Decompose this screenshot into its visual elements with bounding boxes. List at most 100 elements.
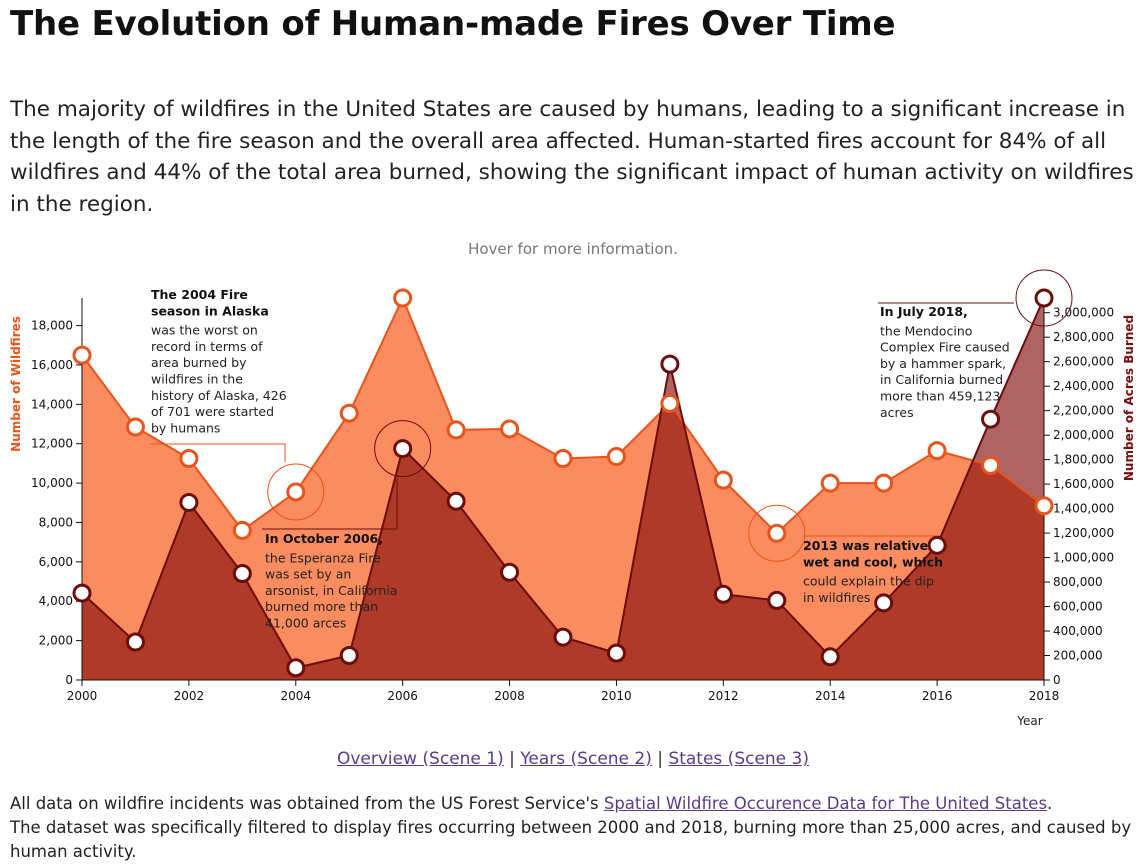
chart-axes: 2000 2002 2004 2006 2008 2010 2012 2014 2016 2018…: [9, 298, 1136, 728]
annotation-ring: [748, 504, 806, 562]
fires-point[interactable]: [72, 345, 92, 365]
footer-text: The dataset was specifically filtered to…: [10, 818, 1132, 861]
right-tick-label: 1,400,000: [1053, 502, 1114, 516]
annotation-connector: [262, 479, 398, 530]
chart-points: [72, 288, 1054, 678]
left-tick-label: 10,000: [31, 476, 73, 490]
annotation-text: in California burned: [880, 372, 1003, 387]
acres-point[interactable]: [1034, 288, 1054, 308]
fires-point[interactable]: [393, 288, 413, 308]
fires-point[interactable]: [232, 520, 252, 540]
acres-point[interactable]: [72, 583, 92, 603]
scene-nav: Overview (Scene 1) | Years (Scene 2) | S…: [0, 749, 1146, 769]
page-title: The Evolution of Human-made Fires Over T…: [10, 4, 896, 44]
annotation-connector: [150, 443, 286, 462]
nav-link-overview[interactable]: Overview (Scene 1): [336, 749, 504, 769]
acres-point[interactable]: [767, 590, 787, 610]
right-tick-label: 2,600,000: [1053, 355, 1114, 369]
left-tick-label: 12,000: [31, 437, 73, 451]
annotation-text: could explain the dip: [803, 574, 934, 589]
acres-point[interactable]: [393, 439, 413, 459]
right-tick-label: 200,000: [1053, 649, 1103, 663]
acres-point[interactable]: [981, 409, 1001, 429]
annotation-text: was set by an: [265, 567, 351, 582]
right-tick-label: 2,000,000: [1053, 428, 1114, 442]
acres-point[interactable]: [446, 491, 466, 511]
nav-link-years[interactable]: Years (Scene 2): [520, 749, 652, 769]
left-axis-title: Number of Wildfires: [9, 316, 23, 452]
x-tick-label: 2012: [708, 689, 739, 703]
annotation-text: 41,000 arces: [265, 616, 346, 631]
acres-point[interactable]: [713, 584, 733, 604]
fires-point[interactable]: [500, 419, 520, 439]
x-tick-label: 2018: [1029, 689, 1060, 703]
annotation-text: wildfires in the: [151, 372, 243, 387]
right-axis-title: Number of Acres Burned: [1122, 315, 1136, 481]
acres-point[interactable]: [179, 492, 199, 512]
acres-point[interactable]: [286, 658, 306, 678]
annotation-text: Complex Fire caused: [880, 340, 1010, 355]
fires-point[interactable]: [767, 523, 787, 543]
acres-point[interactable]: [500, 562, 520, 582]
fires-point[interactable]: [927, 441, 947, 461]
fires-point[interactable]: [874, 473, 894, 493]
fires-point[interactable]: [713, 470, 733, 490]
x-axis-title: Year: [1016, 714, 1042, 728]
wildfire-chart[interactable]: 2000 2002 2004 2006 2008 2010 2012 2014 2016 2018…: [0, 0, 1146, 745]
x-tick-label: 2010: [601, 689, 632, 703]
fires-point[interactable]: [446, 420, 466, 440]
right-tick-label: 2,400,000: [1053, 379, 1114, 393]
fires-point[interactable]: [660, 393, 680, 413]
acres-point[interactable]: [232, 563, 252, 583]
annotation-text: more than 459,123: [880, 389, 1000, 404]
annotation-text: the Mendocino: [880, 323, 972, 338]
fires-point[interactable]: [1034, 496, 1054, 516]
data-source-link[interactable]: Spatial Wildfire Occurence Data for The …: [603, 794, 1048, 813]
x-tick-label: 2000: [67, 689, 98, 703]
right-tick-label: 2,200,000: [1053, 404, 1114, 418]
annotation-text: in wildfires: [803, 590, 870, 605]
acres-point[interactable]: [125, 632, 145, 652]
nav-separator: |: [509, 749, 515, 769]
right-tick-label: 800,000: [1053, 575, 1103, 589]
x-tick-label: 2016: [922, 689, 953, 703]
fires-area: [82, 298, 1044, 680]
nav-link-states[interactable]: States (Scene 3): [668, 749, 809, 769]
annotation-text: was the worst on: [151, 323, 258, 338]
fires-point[interactable]: [125, 417, 145, 437]
acres-point[interactable]: [874, 593, 894, 613]
fires-point[interactable]: [820, 473, 840, 493]
right-tick-label: 1,200,000: [1053, 526, 1114, 540]
right-tick-label: 1,800,000: [1053, 453, 1114, 467]
fires-point[interactable]: [981, 455, 1001, 475]
right-tick-label: 600,000: [1053, 600, 1103, 614]
acres-point[interactable]: [606, 643, 626, 663]
fires-point[interactable]: [339, 403, 359, 423]
acres-area: [82, 298, 1044, 680]
right-tick-label: 400,000: [1053, 624, 1103, 638]
annotation-text: record in terms of: [151, 339, 263, 354]
x-tick-label: 2008: [494, 689, 525, 703]
annotation-text: history of Alaska, 426: [151, 388, 287, 403]
x-tick-label: 2002: [174, 689, 205, 703]
intro-paragraph: The majority of wildfires in the United …: [10, 97, 1134, 217]
annotation-title: In July 2018,: [880, 304, 968, 319]
acres-point[interactable]: [660, 354, 680, 374]
left-tick-label: 2,000: [39, 634, 73, 648]
fires-point[interactable]: [286, 482, 306, 502]
fires-point[interactable]: [553, 448, 573, 468]
right-tick-label: 0: [1053, 673, 1061, 687]
left-tick-label: 16,000: [31, 358, 73, 372]
acres-point[interactable]: [820, 647, 840, 667]
footer-text: .: [1047, 794, 1053, 813]
left-tick-label: 4,000: [39, 594, 73, 608]
fires-point[interactable]: [606, 447, 626, 467]
fires-point[interactable]: [179, 448, 199, 468]
acres-point[interactable]: [927, 535, 947, 555]
annotation-text: arsonist, in California: [265, 583, 397, 598]
annotation-title: The 2004 Fire: [151, 287, 248, 302]
x-tick-label: 2004: [281, 689, 312, 703]
acres-point[interactable]: [339, 646, 359, 666]
acres-point[interactable]: [553, 627, 573, 647]
